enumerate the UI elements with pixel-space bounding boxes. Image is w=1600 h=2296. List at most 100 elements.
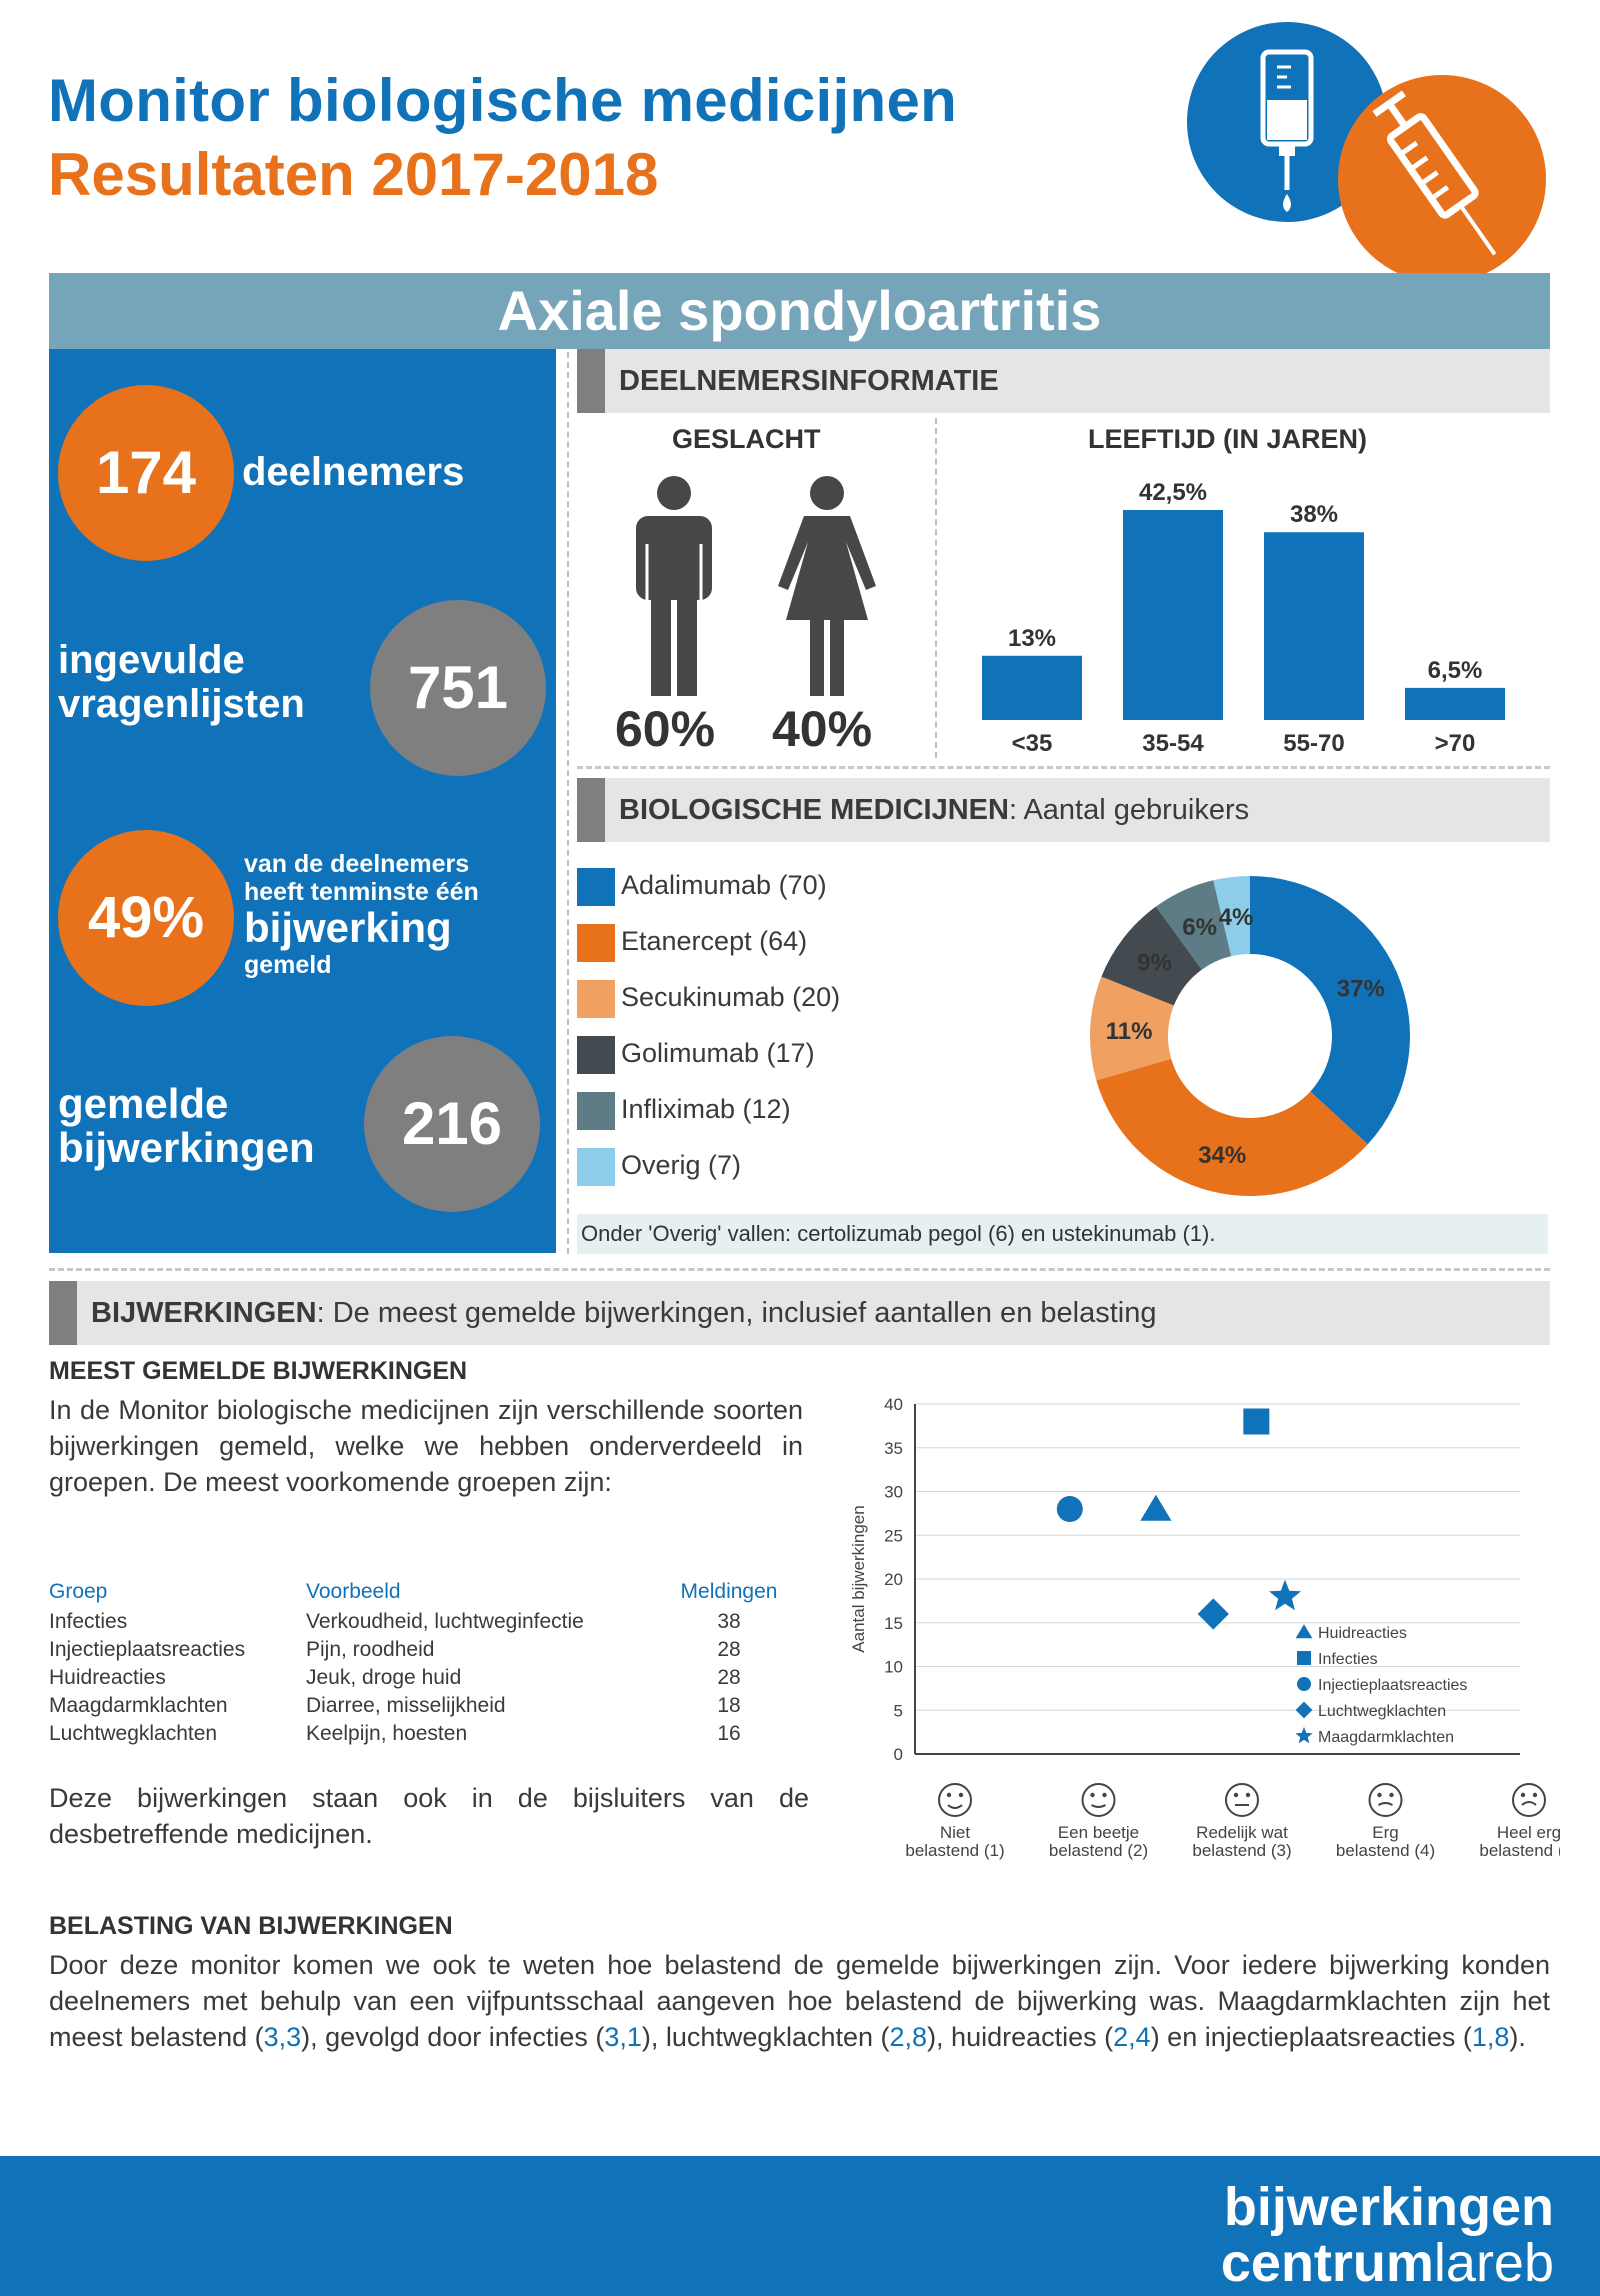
y-tick-label: 40 [884, 1395, 903, 1414]
x-tick-label: belastend (5) [1479, 1841, 1560, 1860]
table-cell: Pijn, roodheid [306, 1638, 435, 1661]
legend-item: Adalimumab (70) [577, 868, 897, 908]
legend-label: Golimumab (17) [621, 1038, 815, 1068]
legend-swatch [577, 1092, 615, 1130]
y-tick-label: 10 [884, 1658, 903, 1677]
age-category-label: 35-54 [1142, 730, 1204, 757]
scatter-legend-label: Maagdarmklachten [1318, 1729, 1454, 1746]
donut-slice-label: 34% [1198, 1142, 1246, 1169]
table-cell: Verkoudheid, luchtweginfectie [306, 1610, 584, 1633]
legend-label: Adalimumab (70) [621, 870, 827, 900]
reported-label: gemelde bijwerkingen [58, 1080, 315, 1171]
table-cell: Luchtwegklachten [49, 1722, 218, 1745]
y-tick-label: 20 [884, 1570, 903, 1589]
legend-swatch [577, 1148, 615, 1186]
table-cell: Infecties [49, 1610, 128, 1633]
table-cell: Meldingen [680, 1580, 778, 1603]
donut-slice [1213, 876, 1250, 957]
donut-slice [1250, 876, 1410, 1145]
scatter-legend-label: Infecties [1318, 1651, 1378, 1668]
scatter-point [1140, 1494, 1172, 1521]
table-cell: Groep [49, 1580, 108, 1603]
syringe-icon [1338, 75, 1546, 283]
donut-slice [1096, 1058, 1368, 1196]
gender-title: GESLACHT [672, 424, 821, 454]
age-category-label: <35 [1012, 730, 1053, 757]
table-cell: Injectieplaatsreacties [49, 1638, 246, 1661]
legend-label: Etanercept (64) [621, 926, 808, 956]
vertical-separator [567, 352, 569, 1254]
table-cell: 16 [717, 1722, 741, 1745]
medicines-header: BIOLOGISCHE MEDICIJNEN: Aantal gebruiker… [577, 778, 1550, 842]
burden-title: BELASTING VAN BIJWERKINGEN [49, 1912, 453, 1940]
medicines-donut-chart: 37% 34% 11% 9% 6% 4% [1080, 866, 1420, 1211]
footer [0, 2156, 1600, 2296]
scatter-point [1056, 1496, 1083, 1522]
table-cell: 38 [717, 1610, 741, 1633]
intro-text: In de Monitor biologische medicijnen zij… [49, 1395, 803, 1497]
table-cell: Jeuk, droge huid [306, 1666, 462, 1689]
smiley-icon [1368, 1783, 1403, 1817]
smiley-icon [1225, 1783, 1259, 1817]
donut-slice [1101, 906, 1202, 1006]
table-cell: Keelpijn, hoesten [306, 1722, 468, 1745]
x-tick-label: Heel erg [1497, 1823, 1560, 1842]
age-bar [1405, 687, 1505, 720]
age-bar-label: 13% [1008, 625, 1056, 652]
reported-count: 216 [364, 1036, 540, 1212]
legend-marker [1295, 1624, 1313, 1639]
other-medicines-note: Onder 'Overig' vallen: certolizumab pego… [577, 1214, 1548, 1254]
age-category-label: >70 [1435, 730, 1476, 757]
scatter-point [1197, 1598, 1229, 1630]
smiley-icon [1512, 1783, 1546, 1817]
scatter-point [1269, 1579, 1302, 1611]
legend-swatch [577, 1036, 615, 1074]
legend-item: Golimumab (17) [577, 1036, 897, 1076]
smiley-icon [1081, 1783, 1116, 1817]
age-bar [1264, 532, 1364, 720]
y-tick-label: 30 [884, 1483, 903, 1502]
table-cell: Maagdarmklachten [49, 1694, 228, 1717]
table-cell: Huidreacties [49, 1666, 166, 1689]
table-cell: Diarree, misselijkheid [306, 1694, 506, 1717]
scatter-legend-label: Injectieplaatsreacties [1318, 1677, 1467, 1694]
age-bar-label: 6,5% [1428, 657, 1483, 684]
table-cell: 28 [717, 1666, 741, 1689]
table-cell: Voorbeeld [306, 1580, 401, 1603]
legend-swatch [577, 924, 615, 962]
legend-label: Overig (7) [621, 1150, 742, 1180]
logo-line-2: centrumlareb [1220, 2233, 1554, 2293]
donut-slice-label: 37% [1337, 975, 1385, 1002]
female-percentage: 40% [772, 701, 873, 757]
legend-item: Infliximab (12) [577, 1092, 897, 1132]
scatter-legend-label: Huidreacties [1318, 1625, 1407, 1642]
section-separator [49, 1268, 1550, 1271]
x-tick-label: belastend (2) [1049, 1841, 1148, 1860]
sideeffects-header: BIJWERKINGEN: De meest gemelde bijwerkin… [49, 1281, 1550, 1345]
male-figure-icon [632, 476, 716, 701]
donut-slice [1090, 976, 1174, 1081]
scatter-point [1243, 1408, 1270, 1435]
leaflet-text: Deze bijwerkingen staan ook in de bijslu… [49, 1783, 809, 1849]
y-tick-label: 25 [884, 1526, 903, 1545]
scatter-legend-label: Luchtwegklachten [1318, 1703, 1446, 1720]
page-title: Monitor biologische medicijnen [48, 67, 958, 134]
medicines-legend: Adalimumab (70) Etanercept (64) Secukinuma… [577, 868, 897, 1208]
age-bar-label: 38% [1290, 501, 1338, 528]
donut-slice-label: 4% [1219, 904, 1254, 931]
donut-slice [1155, 880, 1232, 970]
page-subtitle: Resultaten 2017-2018 [48, 141, 659, 208]
table-cell: 28 [717, 1638, 741, 1661]
y-axis-label: Aantal bijwerkingen [849, 1505, 868, 1652]
legend-label: Secukinumab (20) [621, 982, 841, 1012]
legend-swatch [577, 868, 615, 906]
gender-age-separator [935, 418, 937, 758]
burden-text: Door deze monitor komen we ook te weten … [49, 1950, 1550, 2052]
burden-scatter-chart: 0 5 10 15 20 25 30 35 40 Aantal bijwerkingen Niet b… [840, 1386, 1579, 1881]
sideeffect-description: van de deelnemers heeft tenminste één bi… [244, 850, 479, 979]
age-bar-label: 42,5% [1139, 479, 1207, 506]
legend-marker [1295, 1701, 1313, 1719]
age-bar-chart: 13% <35 42,5% 35-54 38% 55-70 6,5% >70 [960, 470, 1520, 765]
legend-swatch [577, 980, 615, 1018]
male-percentage: 60% [615, 701, 716, 757]
